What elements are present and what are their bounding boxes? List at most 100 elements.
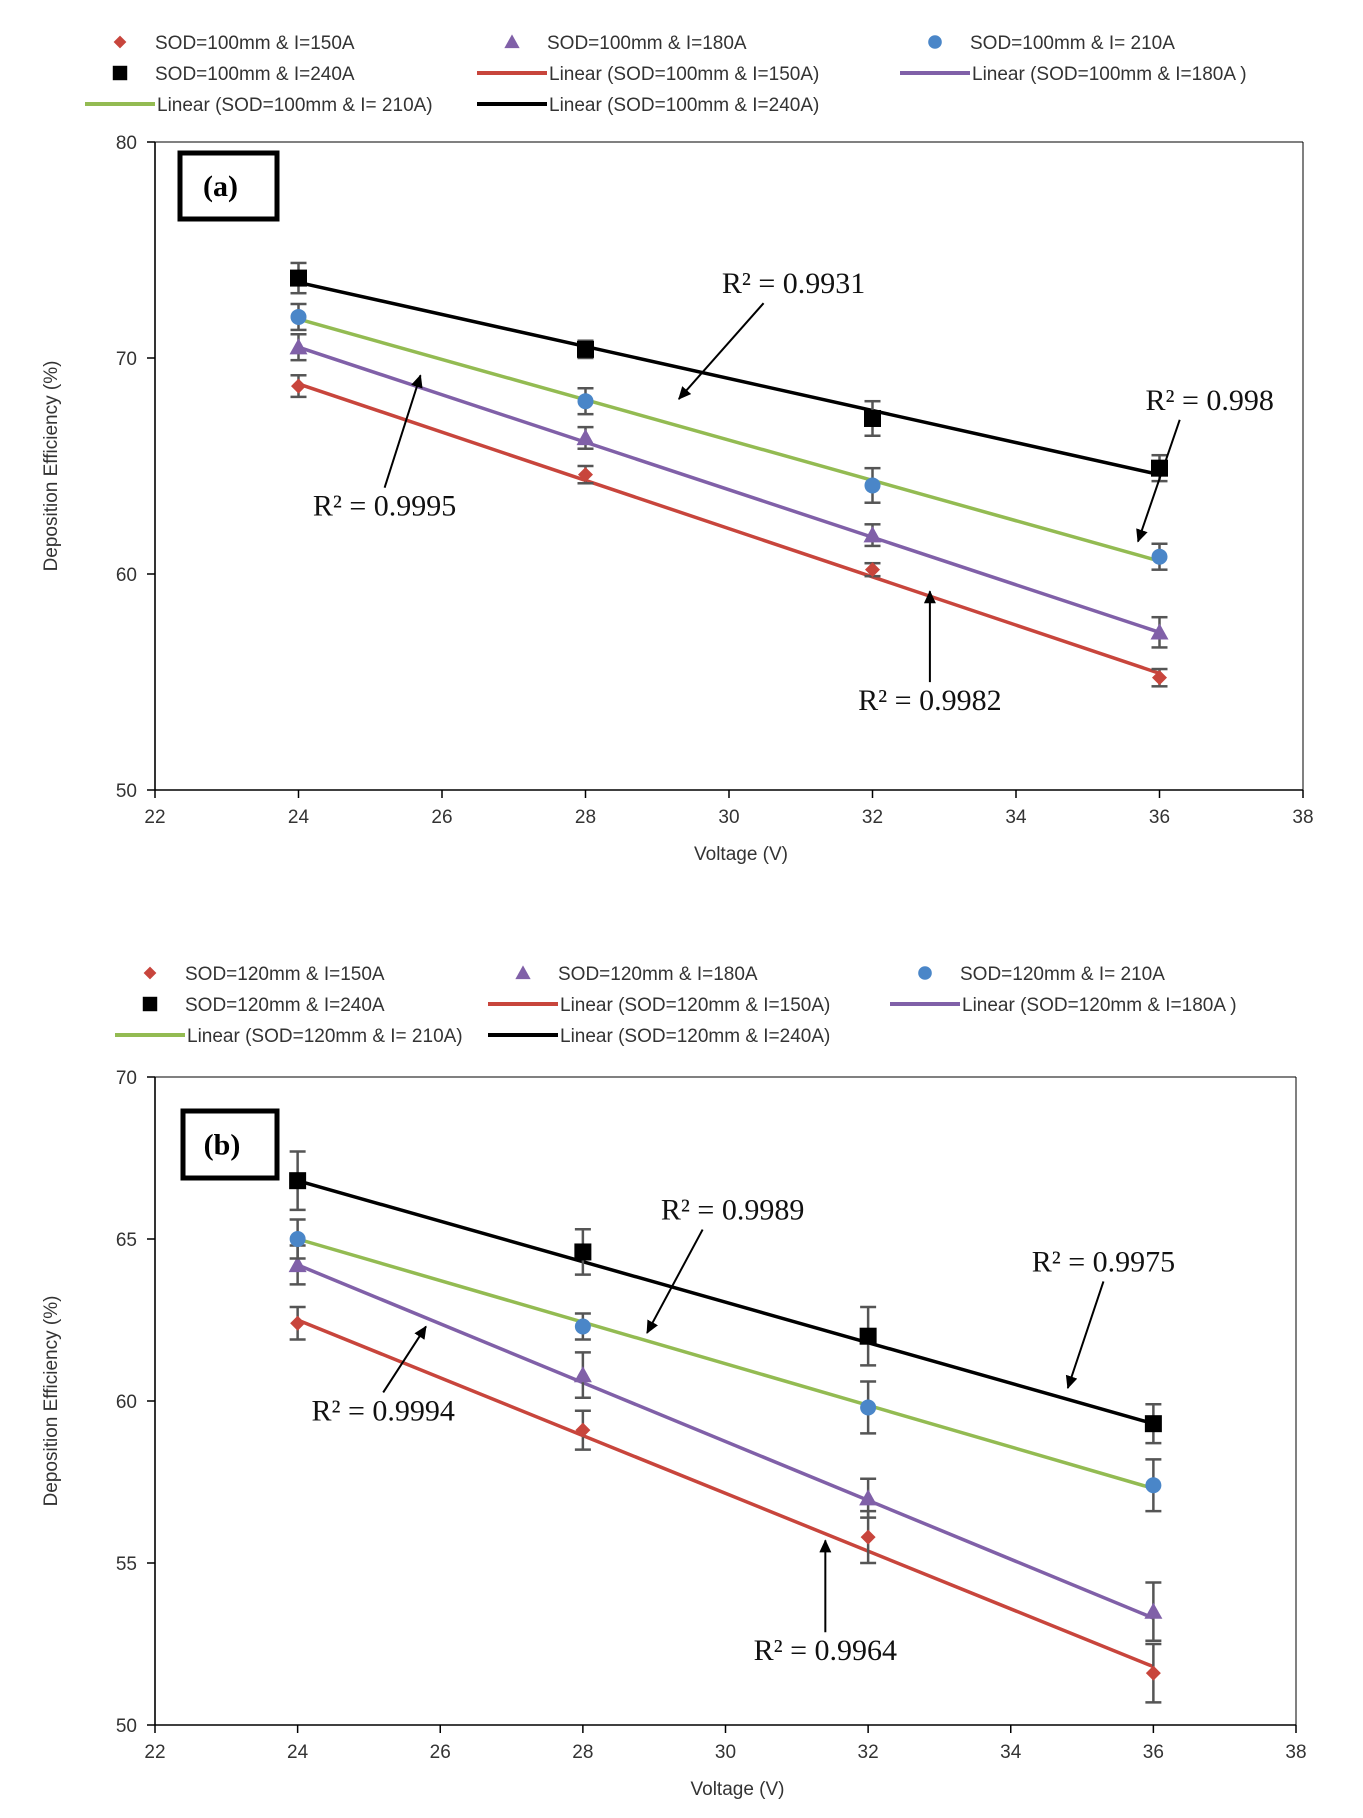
x-axis-title: Voltage (V) [691, 1779, 785, 1800]
x-tick-label: 22 [144, 1742, 165, 1763]
data-point [1145, 1665, 1161, 1681]
legend-label: SOD=120mm & I=180A [558, 964, 758, 985]
legend-marker-square [112, 65, 128, 81]
data-point [290, 269, 307, 287]
y-tick-label: 80 [116, 133, 137, 154]
data-point [1150, 623, 1169, 640]
legend-marker-square [142, 996, 158, 1012]
y-tick-label: 50 [116, 1716, 137, 1737]
data-point [289, 1172, 307, 1190]
trendline-triangle-series [296, 1263, 1155, 1620]
trendline-circle-series [297, 1237, 1154, 1491]
legend: SOD=100mm & I=150A SOD=100mm & I=180A SOD=… [85, 33, 1247, 116]
annotation-arrow [1136, 419, 1181, 543]
r-squared-label: R² = 0.9964 [754, 1634, 897, 1667]
data-point [291, 378, 306, 394]
data-point [289, 1231, 306, 1247]
r-squared-label: R² = 0.9982 [858, 684, 1001, 717]
data-point [575, 1422, 591, 1438]
legend-label: SOD=100mm & I= 210A [970, 33, 1175, 54]
y-tick-label: 55 [116, 1554, 137, 1575]
y-tick-label: 50 [116, 781, 137, 802]
x-tick-label: 30 [715, 1742, 736, 1763]
x-tick-label: 26 [430, 1742, 451, 1763]
legend-marker-diamond [143, 966, 157, 980]
x-tick-label: 28 [572, 1742, 593, 1763]
legend-marker-circle [928, 35, 942, 49]
x-tick-label: 24 [288, 807, 310, 828]
legend-label: SOD=100mm & I=150A [155, 33, 355, 54]
y-axis-title: Deposition Efficiency (%) [41, 1296, 62, 1507]
data-point [578, 467, 593, 483]
legend-label: Linear (SOD=120mm & I=180A ) [962, 995, 1237, 1016]
data-point [864, 409, 881, 427]
chart-panel-b: SOD=120mm & I=150A SOD=120mm & I=180A SOD=… [41, 964, 1307, 1800]
r-squared-label: R² = 0.9995 [313, 490, 456, 523]
r-squared-label: R² = 0.9931 [722, 267, 865, 300]
data-point [863, 526, 882, 543]
x-tick-label: 36 [1149, 807, 1170, 828]
panel-label-box [177, 150, 280, 222]
data-point [573, 1366, 592, 1383]
x-tick-label: 28 [575, 807, 596, 828]
x-tick-label: 38 [1285, 1742, 1306, 1763]
panel-label: (a) [203, 170, 238, 203]
legend-marker-diamond [113, 35, 127, 49]
y-axis-title: Deposition Efficiency (%) [41, 361, 62, 572]
y-tick-label: 60 [116, 565, 137, 586]
data-point [859, 1327, 877, 1345]
data-point [574, 1243, 592, 1261]
annotation-arrow [382, 1325, 427, 1393]
series-triangle [288, 1244, 1163, 1643]
trendline-diamond-series [296, 1318, 1155, 1669]
series-diamond [290, 374, 1168, 688]
series-diamond [289, 1305, 1162, 1704]
x-axis-title: Voltage (V) [694, 844, 788, 865]
data-point [576, 428, 595, 446]
series-circle [289, 1218, 1162, 1513]
data-point [290, 308, 307, 325]
legend-label: Linear (SOD=100mm & I=180A ) [972, 64, 1247, 85]
data-point [1151, 548, 1168, 565]
r-squared-label: R² = 0.9975 [1032, 1245, 1175, 1278]
data-point [865, 562, 880, 578]
x-tick-label: 32 [858, 1742, 879, 1763]
legend-label: Linear (SOD=100mm & I= 210A) [157, 95, 433, 116]
r-squared-label: R² = 0.9989 [661, 1194, 804, 1227]
y-tick-label: 70 [116, 349, 137, 370]
x-tick-label: 30 [718, 807, 739, 828]
trendline-circle-series [298, 317, 1160, 563]
data-point [574, 1318, 591, 1335]
legend-label: Linear (SOD=120mm & I=150A) [560, 995, 830, 1016]
legend-label: SOD=120mm & I=150A [185, 964, 385, 985]
y-tick-label: 65 [116, 1230, 137, 1251]
annotation-arrow [678, 302, 765, 400]
panel-label: (b) [204, 1129, 241, 1162]
legend-label: Linear (SOD=120mm & I=240A) [560, 1026, 830, 1047]
data-point [860, 1399, 877, 1416]
data-point [1145, 1477, 1162, 1494]
legend-label: SOD=120mm & I=240A [185, 995, 385, 1016]
x-tick-label: 26 [431, 807, 452, 828]
data-point [577, 340, 594, 358]
data-point [1144, 1415, 1162, 1433]
trendline-square-series [298, 280, 1160, 477]
x-tick-label: 22 [144, 807, 165, 828]
legend-marker-circle [918, 966, 932, 980]
data-point [289, 338, 308, 355]
r-squared-label: R² = 0.998 [1146, 384, 1274, 417]
chart-panel-a: SOD=100mm & I=150A SOD=100mm & I=180A SOD=… [41, 33, 1314, 865]
legend-label: SOD=120mm & I= 210A [960, 964, 1165, 985]
x-tick-label: 32 [862, 807, 883, 828]
legend: SOD=120mm & I=150A SOD=120mm & I=180A SOD=… [115, 964, 1237, 1047]
data-point [290, 1315, 306, 1331]
data-point [1144, 1602, 1163, 1619]
x-tick-label: 36 [1143, 1742, 1164, 1763]
series-circle [290, 302, 1168, 571]
legend-label: SOD=100mm & I=240A [155, 64, 355, 85]
data-point [859, 1489, 878, 1506]
trendline-triangle-series [297, 345, 1161, 634]
series-square [290, 261, 1168, 483]
data-point [577, 393, 594, 410]
